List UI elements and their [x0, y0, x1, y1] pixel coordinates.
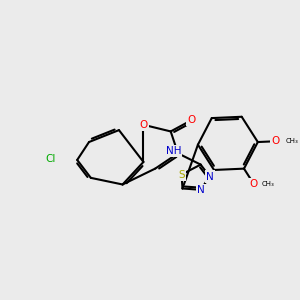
Text: N: N	[197, 185, 205, 195]
Text: CH₃: CH₃	[262, 181, 275, 187]
Text: N: N	[206, 172, 214, 182]
Text: CH₃: CH₃	[286, 138, 299, 144]
Text: O: O	[249, 179, 258, 189]
Text: O: O	[272, 136, 280, 146]
Text: S: S	[178, 169, 185, 179]
Text: NH: NH	[166, 146, 181, 156]
Text: O: O	[188, 115, 196, 125]
Text: O: O	[139, 120, 148, 130]
Text: Cl: Cl	[46, 154, 56, 164]
